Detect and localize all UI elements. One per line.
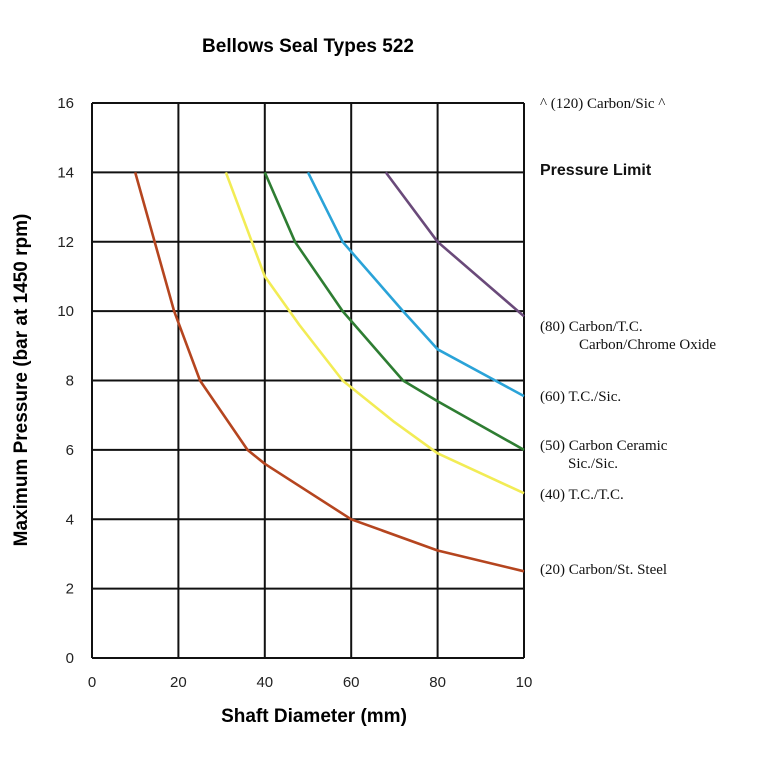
x-tick-label: 40	[256, 674, 273, 691]
series-line-3	[306, 171, 525, 398]
legend-label-40: (40) T.C./T.C.	[540, 487, 624, 503]
y-tick-label: 8	[66, 373, 74, 390]
series-line-4	[384, 171, 525, 318]
annotation-pressure-limit: Pressure Limit	[540, 162, 652, 179]
chart-title: Bellows Seal Types 522	[202, 36, 414, 57]
legend-label-50-line2: Sic./Sic.	[568, 456, 619, 472]
legend-label-80: (80) Carbon/T.C. Carbon/Chrome Oxide	[540, 318, 716, 354]
y-tick-label: 14	[57, 164, 74, 181]
y-tick-label: 2	[66, 581, 74, 598]
x-tick-label: 10	[516, 674, 533, 691]
annotation-top: ^ (120) Carbon/Sic ^	[540, 96, 666, 112]
x-tick-label: 20	[170, 674, 187, 691]
legend-label-80-line2: Carbon/Chrome Oxide	[579, 337, 717, 353]
legend-label-50: (50) Carbon Ceramic Sic./Sic.	[540, 437, 667, 473]
legend-label-20: (20) Carbon/St. Steel	[540, 562, 668, 578]
x-tick-label: 0	[88, 674, 96, 691]
legend-label-80-line1: (80) Carbon/T.C.	[540, 319, 643, 335]
x-axis-label: Shaft Diameter (mm)	[221, 706, 407, 727]
series-line-1	[224, 171, 525, 495]
legend-label-50-line1: (50) Carbon Ceramic	[540, 438, 668, 454]
x-tick-label: 80	[429, 674, 446, 691]
y-axis-label: Maximum Pressure (bar at 1450 rpm)	[11, 214, 32, 547]
series-line-2	[263, 171, 525, 452]
y-tick-label: 6	[66, 442, 74, 459]
series-line-0	[133, 172, 525, 573]
x-tick-label: 60	[343, 674, 360, 691]
y-tick-label: 10	[57, 303, 74, 320]
y-tick-label: 0	[66, 650, 74, 667]
y-tick-label: 12	[57, 234, 74, 251]
y-tick-label: 4	[66, 511, 74, 528]
y-tick-label: 16	[57, 95, 74, 112]
legend-label-60: (60) T.C./Sic.	[540, 389, 622, 405]
